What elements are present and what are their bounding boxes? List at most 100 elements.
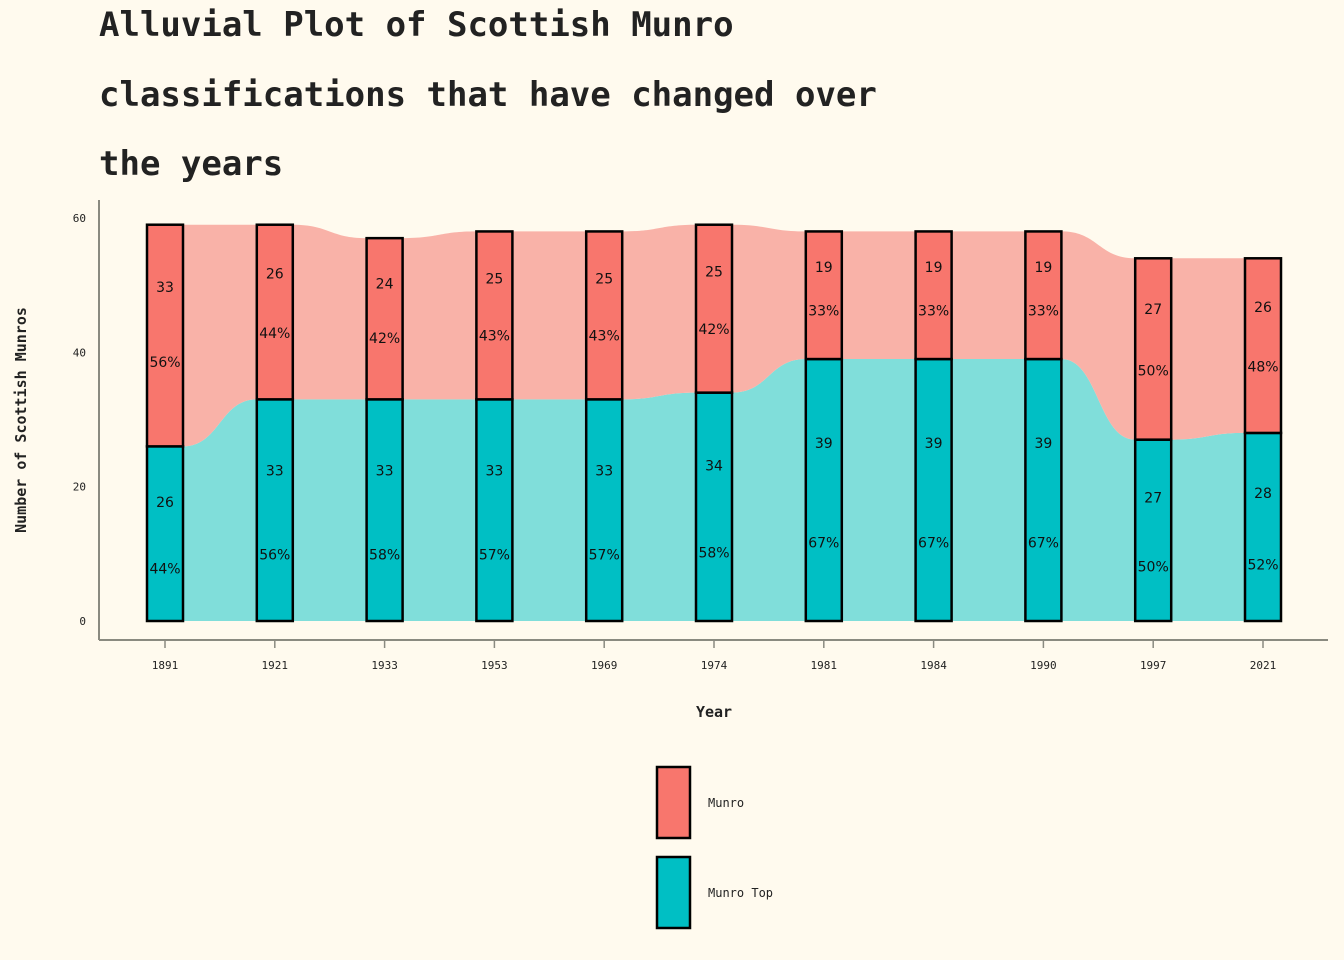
y-tick-label-20: 20 [73, 481, 86, 494]
bar-munro-1997 [1133, 257, 1173, 441]
label-munro-percent-1984: 33% [918, 304, 949, 320]
chart-title-line-2: classifications that have changed over [99, 75, 877, 115]
label-munro-top-percent-1974: 58% [698, 545, 729, 561]
x-tick-label-1997: 1997 [1140, 659, 1167, 672]
x-axis-ticks: 1891 1921 1933 1953 1969 1974 1981 1984 1990 1997… [152, 641, 1277, 672]
label-munro-top-count-1953: 33 [485, 463, 503, 479]
bar-munro-top-1891 [145, 445, 185, 623]
label-munro-top-percent-1984: 67% [918, 535, 949, 551]
label-munro-top-count-1891: 26 [156, 495, 174, 511]
y-tick-label-0: 0 [79, 615, 86, 628]
label-munro-percent-1933: 42% [369, 331, 400, 347]
bar-munro-top-1921 [255, 398, 295, 623]
label-munro-top-percent-1921: 56% [259, 548, 290, 564]
flow-munro-1921-1933 [292, 224, 367, 400]
legend-label-munro-top: Munro Top [708, 886, 773, 900]
label-munro-top-count-1969: 33 [595, 463, 613, 479]
label-munro-percent-1969: 43% [589, 329, 620, 345]
label-munro-top-percent-1891: 44% [149, 562, 180, 578]
label-munro-top-count-1981: 39 [815, 436, 833, 452]
label-munro-count-1921: 26 [266, 267, 284, 283]
x-axis-title: Year [696, 703, 732, 721]
flow-munro-top-1933-1953 [402, 399, 477, 621]
label-munro-percent-1953: 43% [479, 329, 510, 345]
label-munro-percent-1981: 33% [808, 304, 839, 320]
x-tick-label-1921: 1921 [262, 659, 289, 672]
chart-title-line-1: Alluvial Plot of Scottish Munro [99, 5, 734, 45]
label-munro-top-count-2021: 28 [1254, 486, 1272, 502]
flow-munro-1997-2021 [1171, 258, 1245, 440]
bar-munro-top-1974 [694, 391, 734, 623]
label-munro-count-2021: 26 [1254, 300, 1272, 316]
x-tick-label-1953: 1953 [481, 659, 508, 672]
label-munro-count-1969: 25 [595, 271, 613, 287]
label-munro-top-count-1990: 39 [1034, 436, 1052, 452]
flow-munro-1953-1969 [512, 231, 587, 400]
y-axis-title: Number of Scottish Munros [12, 307, 30, 533]
bar-munro-1990 [1024, 230, 1063, 361]
bar-munro-top-1933 [365, 398, 404, 623]
flow-munro-top-1984-1990 [951, 359, 1026, 621]
flow-munro-1974-1981 [732, 224, 806, 393]
label-munro-top-percent-1933: 58% [369, 548, 400, 564]
bar-munro-top-1969 [584, 398, 624, 623]
label-munro-top-count-1984: 39 [925, 436, 943, 452]
legend-label-munro: Munro [708, 796, 744, 810]
y-tick-label-60: 60 [73, 212, 86, 225]
x-tick-label-2021: 2021 [1250, 659, 1277, 672]
flow-munro-1984-1990 [951, 231, 1026, 360]
bar-munro-top-1984 [914, 357, 953, 623]
flow-munro-1981-1984 [841, 231, 916, 360]
bar-layer: 26 44% 33 56% 33 56% 26 44% 33 58% 24 42% 33 57% 25 43%… [145, 223, 1283, 623]
label-munro-top-count-1974: 34 [705, 459, 723, 475]
bar-munro-1933 [365, 236, 404, 401]
bar-munro-top-1953 [475, 398, 514, 623]
bar-munro-2021 [1243, 257, 1283, 435]
flow-munro-top-1990-1997 [1061, 359, 1136, 621]
label-munro-top-count-1933: 33 [376, 463, 394, 479]
flow-munro-1969-1974 [622, 224, 696, 400]
flow-munro-1933-1953 [402, 231, 477, 400]
x-tick-label-1990: 1990 [1030, 659, 1057, 672]
bar-munro-1953 [475, 230, 514, 401]
flow-munro-top-1969-1974 [622, 392, 696, 621]
bar-munro-top-1981 [804, 357, 844, 623]
label-munro-percent-2021: 48% [1247, 360, 1278, 376]
label-munro-percent-1990: 33% [1028, 304, 1059, 320]
label-munro-percent-1891: 56% [149, 355, 180, 371]
label-munro-count-1981: 19 [815, 260, 833, 276]
x-tick-label-1974: 1974 [701, 659, 728, 672]
label-munro-top-percent-1990: 67% [1028, 535, 1059, 551]
bar-munro-1981 [804, 230, 844, 361]
bar-munro-1921 [255, 223, 295, 401]
legend-swatch-munro [655, 765, 692, 840]
label-munro-percent-1921: 44% [259, 326, 290, 342]
x-tick-label-1969: 1969 [591, 659, 618, 672]
chart-title-line-3: the years [99, 144, 283, 184]
bar-munro-1891 [145, 223, 185, 448]
label-munro-top-percent-1997: 50% [1138, 560, 1169, 576]
label-munro-top-percent-1969: 57% [589, 548, 620, 564]
flow-munro-top-1953-1969 [512, 399, 587, 621]
x-tick-label-1891: 1891 [152, 659, 179, 672]
flow-munro-top-1921-1933 [292, 399, 367, 621]
label-munro-count-1953: 25 [485, 271, 503, 287]
bar-munro-top-1990 [1024, 357, 1063, 623]
label-munro-count-1997: 27 [1144, 302, 1162, 318]
label-munro-percent-1997: 50% [1138, 364, 1169, 380]
legend: Munro Munro Top [655, 765, 773, 930]
flow-munro-top-1974-1981 [732, 359, 806, 621]
label-munro-count-1933: 24 [376, 276, 394, 292]
flow-munro-1891-1921 [183, 224, 257, 447]
bar-munro-1974 [694, 223, 734, 394]
x-tick-label-1984: 1984 [920, 659, 947, 672]
bar-munro-1984 [914, 230, 953, 361]
label-munro-count-1984: 19 [925, 260, 943, 276]
label-munro-top-percent-2021: 52% [1247, 558, 1278, 574]
label-munro-top-count-1997: 27 [1144, 491, 1162, 507]
bar-munro-top-1997 [1133, 438, 1173, 623]
flow-munro-top-1891-1921 [183, 399, 257, 621]
label-munro-count-1990: 19 [1034, 260, 1052, 276]
flow-layer [183, 224, 1245, 621]
